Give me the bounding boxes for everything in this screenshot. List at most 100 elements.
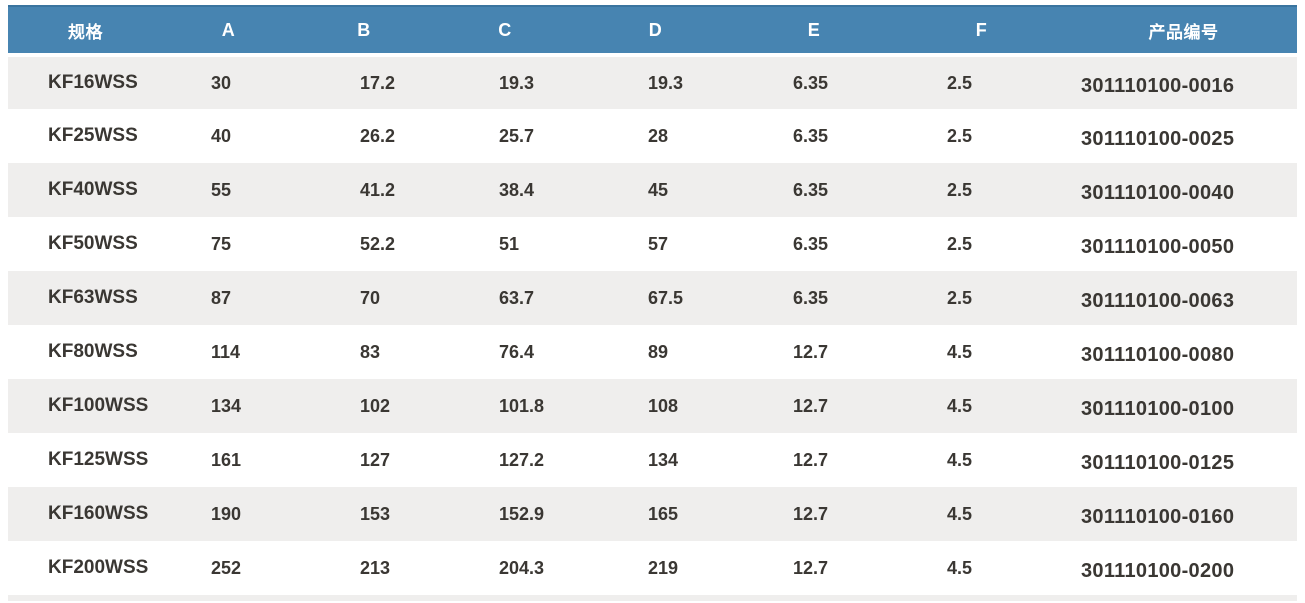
cell-d: 57: [576, 217, 735, 271]
cell-value: 165: [648, 503, 679, 524]
header-spec: 规格: [8, 5, 163, 57]
cell-value: 2.5: [947, 179, 973, 200]
cell-value: 108: [648, 395, 679, 416]
cell-value: KF63WSS: [48, 287, 138, 308]
cell-code: 301110100-0016: [1070, 55, 1297, 109]
cell-value: KF40WSS: [48, 179, 138, 200]
cell-value: 2.5: [947, 287, 973, 308]
header-dim-e: E: [735, 5, 893, 57]
cell-a: 55: [163, 163, 294, 217]
cell-value: 301110100-0063: [1081, 289, 1235, 312]
cell-code: 301110100-0200: [1070, 541, 1297, 595]
cell-value: 28: [648, 125, 669, 146]
cell-spec: KF40WSS: [8, 163, 163, 217]
table-row: KF160WSS 190 153 152.9 165 12.7 4.5 301110100-0…: [8, 487, 1297, 541]
cell-code: 301110100-0025: [1070, 109, 1297, 163]
cell-value: 301110100-0125: [1081, 451, 1235, 474]
cell-c: 127.2: [434, 433, 576, 487]
header-dim-a: A: [163, 5, 294, 57]
cell-value: KF16WSS: [48, 72, 138, 93]
cell-b: 153: [294, 487, 434, 541]
header-dim-b: B: [294, 5, 434, 57]
cell-value: 4.5: [947, 449, 973, 470]
cell-code: 301110100-0100: [1070, 379, 1297, 433]
cell-a: 114: [163, 325, 294, 379]
cell-value: 301110100-0160: [1081, 505, 1235, 528]
cell-value: 102: [360, 395, 391, 416]
cell-value: KF200WSS: [48, 557, 149, 578]
cell-e: 6.35: [735, 109, 893, 163]
cell-spec: KF50WSS: [8, 217, 163, 271]
cell-a: 30: [163, 55, 294, 109]
cell-code: 301110100-0063: [1070, 271, 1297, 325]
cell-value: 301110100-0100: [1081, 397, 1235, 420]
cell-value: 12.7: [793, 395, 829, 416]
cell-b: 70: [294, 271, 434, 325]
cell-value: 19.3: [648, 72, 684, 93]
table-body: KF16WSS 30 17.2 19.3 19.3 6.35 2.5 301110100-00…: [8, 55, 1297, 595]
cell-f: 2.5: [893, 217, 1070, 271]
cell-b: 41.2: [294, 163, 434, 217]
cell-d: 134: [576, 433, 735, 487]
cell-value: 213: [360, 557, 391, 578]
cell-c: 19.3: [434, 55, 576, 109]
cell-value: 127: [360, 449, 391, 470]
cell-a: 161: [163, 433, 294, 487]
cell-f: 4.5: [893, 325, 1070, 379]
table-row: KF16WSS 30 17.2 19.3 19.3 6.35 2.5 301110100-00…: [8, 55, 1297, 109]
cell-value: 6.35: [793, 125, 829, 146]
table-row: KF80WSS 114 83 76.4 89 12.7 4.5 301110100-0080: [8, 325, 1297, 379]
table-row: KF63WSS 87 70 63.7 67.5 6.35 2.5 301110100-0063: [8, 271, 1297, 325]
cell-value: 25.7: [499, 125, 535, 146]
cell-value: 101.8: [499, 395, 545, 416]
cell-a: 40: [163, 109, 294, 163]
cell-c: 25.7: [434, 109, 576, 163]
cell-d: 28: [576, 109, 735, 163]
cell-c: 76.4: [434, 325, 576, 379]
cell-value: 63.7: [499, 287, 535, 308]
cell-spec: KF200WSS: [8, 541, 163, 595]
cell-value: 83: [360, 341, 381, 362]
cell-value: 134: [211, 395, 242, 416]
cell-value: 114: [211, 341, 241, 362]
cell-value: 55: [211, 179, 232, 200]
cell-value: 40: [211, 125, 232, 146]
cell-e: 12.7: [735, 379, 893, 433]
cell-value: 153: [360, 503, 391, 524]
cell-value: 4.5: [947, 395, 973, 416]
cell-value: 12.7: [793, 557, 829, 578]
cell-value: KF100WSS: [48, 395, 149, 416]
cell-code: 301110100-0080: [1070, 325, 1297, 379]
cell-a: 252: [163, 541, 294, 595]
cell-value: KF50WSS: [48, 233, 138, 254]
cell-value: 161: [211, 449, 242, 470]
cell-value: 75: [211, 233, 232, 254]
cell-spec: KF63WSS: [8, 271, 163, 325]
cell-value: 89: [648, 341, 669, 362]
cell-value: 76.4: [499, 341, 535, 362]
cell-f: 4.5: [893, 433, 1070, 487]
cell-f: 4.5: [893, 379, 1070, 433]
cell-value: 52.2: [360, 233, 396, 254]
cell-value: 252: [211, 557, 242, 578]
cell-b: 102: [294, 379, 434, 433]
cell-a: 190: [163, 487, 294, 541]
cell-value: 301110100-0080: [1081, 343, 1235, 366]
cell-a: 87: [163, 271, 294, 325]
cell-code: 301110100-0040: [1070, 163, 1297, 217]
cell-value: KF80WSS: [48, 341, 138, 362]
header-dim-d: D: [576, 5, 735, 57]
cell-e: 6.35: [735, 217, 893, 271]
cell-value: 12.7: [793, 503, 829, 524]
table-row: KF125WSS 161 127 127.2 134 12.7 4.5 301110100-0…: [8, 433, 1297, 487]
table-row: KF40WSS 55 41.2 38.4 45 6.35 2.5 301110100-0040: [8, 163, 1297, 217]
cell-c: 152.9: [434, 487, 576, 541]
cell-c: 38.4: [434, 163, 576, 217]
table-header-row: 规格 A B C D E F 产品编号: [8, 5, 1297, 57]
cell-b: 83: [294, 325, 434, 379]
cell-value: 301110100-0025: [1081, 127, 1235, 150]
cell-b: 26.2: [294, 109, 434, 163]
cell-f: 2.5: [893, 109, 1070, 163]
cell-value: 12.7: [793, 449, 829, 470]
